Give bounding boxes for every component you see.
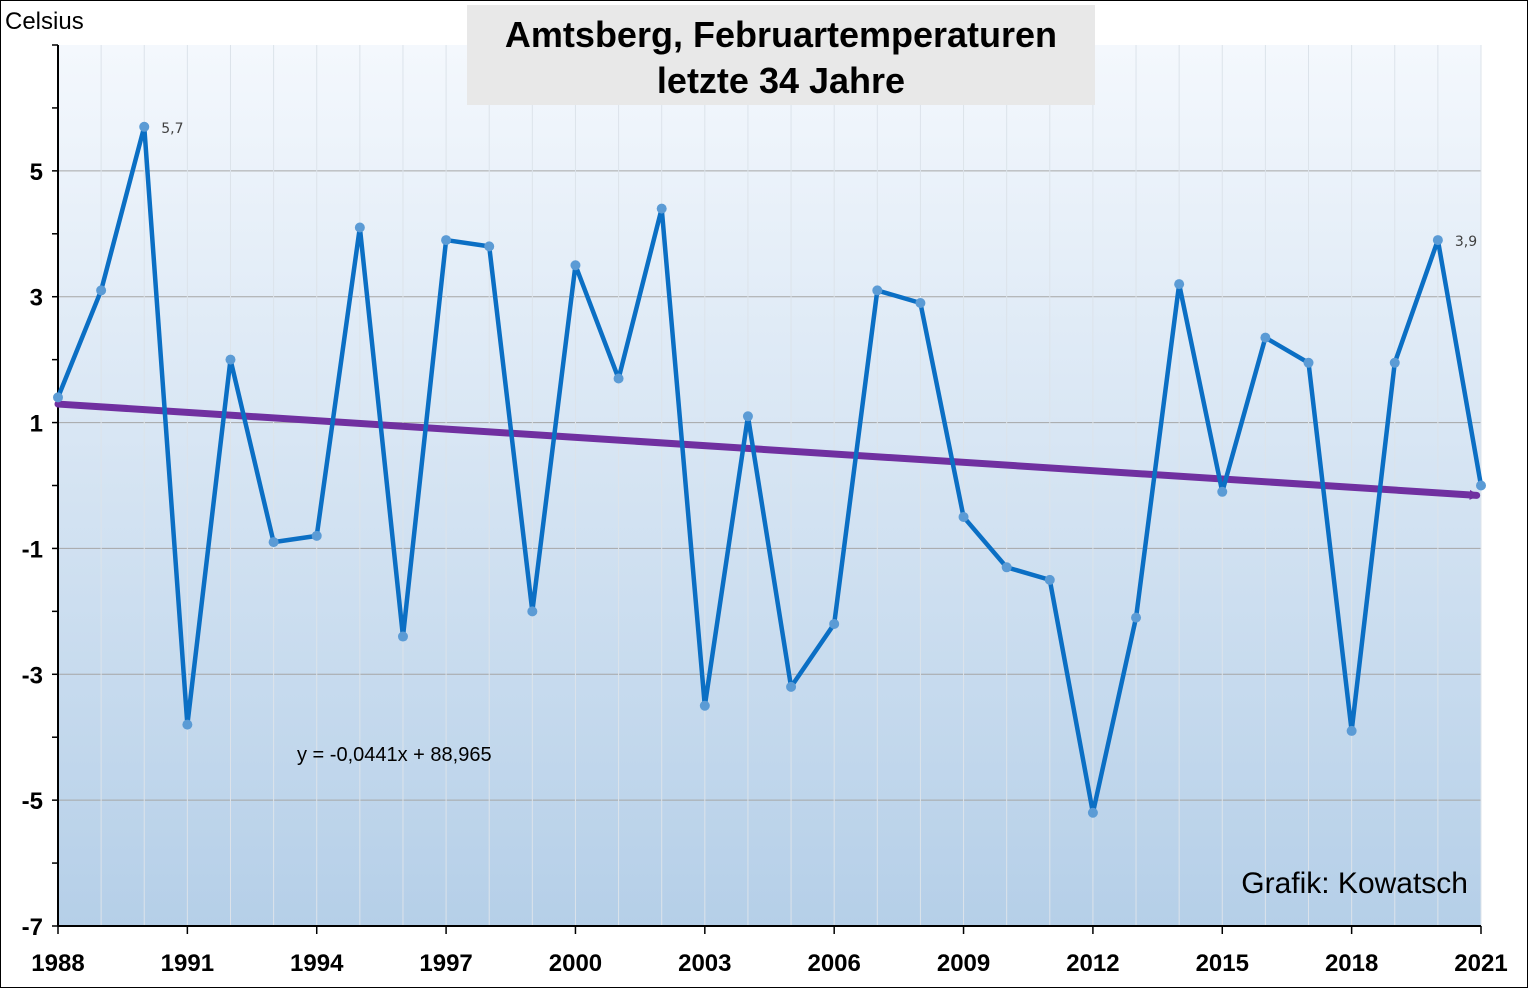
y-axis-unit-label: Celsius bbox=[5, 8, 84, 35]
y-tick-label: -5 bbox=[22, 788, 43, 815]
trendline-equation: y = -0,0441x + 88,965 bbox=[297, 744, 492, 766]
y-tick-label: -7 bbox=[22, 914, 43, 941]
data-point-marker bbox=[613, 373, 624, 384]
data-point-marker bbox=[656, 203, 667, 214]
data-point-marker bbox=[53, 392, 63, 403]
data-point-marker bbox=[1432, 235, 1443, 246]
x-tick-label: 2006 bbox=[807, 950, 860, 977]
x-tick-label: 2009 bbox=[937, 950, 990, 977]
data-point-marker bbox=[182, 719, 193, 730]
x-tick-label: 2000 bbox=[549, 950, 602, 977]
x-tick-label: 2021 bbox=[1454, 950, 1507, 977]
plot-area bbox=[58, 45, 1481, 926]
data-point-marker bbox=[829, 618, 840, 629]
data-point-marker bbox=[1044, 574, 1055, 585]
data-point-marker bbox=[1131, 612, 1142, 623]
data-point-marker bbox=[915, 298, 926, 309]
x-tick-label: 1997 bbox=[419, 950, 472, 977]
temperature-series-line bbox=[55, 124, 1484, 815]
data-point-marker bbox=[311, 530, 322, 541]
data-point-marker bbox=[397, 631, 408, 642]
x-tick-label: 1991 bbox=[161, 950, 214, 977]
trendline-arrow bbox=[54, 400, 1481, 500]
data-point-marker bbox=[268, 537, 279, 548]
x-tick-label: 2015 bbox=[1196, 950, 1249, 977]
data-point-marker bbox=[1174, 279, 1185, 290]
data-point-marker bbox=[484, 241, 495, 252]
data-point-marker bbox=[1217, 486, 1228, 497]
y-tick-label: 5 bbox=[30, 159, 43, 186]
data-point-marker bbox=[958, 511, 969, 522]
data-point-marker bbox=[441, 235, 452, 246]
y-tick-label: 1 bbox=[30, 411, 43, 438]
chart-title-line-1: Amtsberg, Februartemperaturen bbox=[505, 14, 1057, 55]
data-point-marker bbox=[1001, 562, 1012, 573]
y-tick-label: 3 bbox=[30, 285, 43, 312]
y-tick-label: -1 bbox=[22, 536, 43, 563]
data-point-marker bbox=[1476, 480, 1486, 491]
data-point-marker bbox=[354, 222, 365, 233]
data-point-marker bbox=[225, 354, 236, 365]
y-tick-label: -3 bbox=[22, 662, 43, 689]
credit-label: Grafik: Kowatsch bbox=[1241, 867, 1468, 900]
data-point-marker bbox=[1303, 357, 1314, 368]
data-point-marker bbox=[1346, 725, 1357, 736]
data-point-marker bbox=[1389, 357, 1400, 368]
x-tick-label: 2018 bbox=[1325, 950, 1378, 977]
data-point-marker bbox=[527, 606, 538, 617]
x-tick-label: 2003 bbox=[678, 950, 731, 977]
x-tick-label: 1988 bbox=[31, 950, 84, 977]
title-box bbox=[467, 5, 1095, 105]
data-label: 5,7 bbox=[161, 121, 183, 137]
x-tick-label: 1994 bbox=[290, 950, 344, 977]
data-point-marker bbox=[742, 411, 753, 422]
data-point-marker bbox=[1087, 807, 1098, 818]
data-label: 3,9 bbox=[1455, 234, 1477, 250]
data-point-marker bbox=[139, 121, 150, 132]
data-point-marker bbox=[96, 285, 107, 296]
data-point-marker bbox=[872, 285, 883, 296]
chart-title-line-2: letzte 34 Jahre bbox=[657, 60, 905, 101]
x-tick-label: 2012 bbox=[1066, 950, 1119, 977]
data-point-marker bbox=[570, 260, 581, 271]
data-point-marker bbox=[786, 681, 797, 692]
data-point-marker bbox=[1260, 332, 1271, 343]
data-point-marker bbox=[699, 700, 710, 711]
